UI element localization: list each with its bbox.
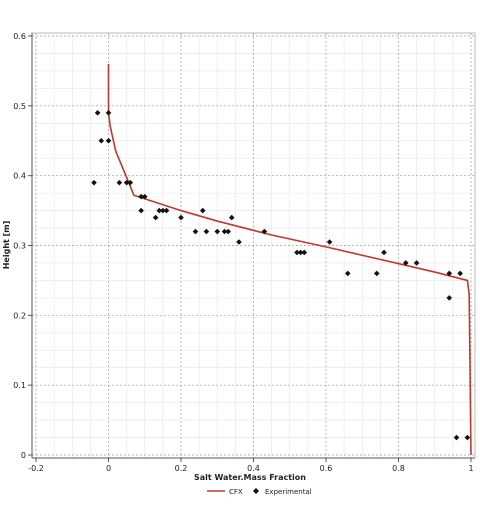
x-axis-label: Salt Water.Mass Fraction [194,473,306,482]
grid-lines [32,33,475,458]
y-tick-label: 0.4 [13,172,26,181]
data-point-experimental [152,214,159,221]
x-tick-label: 0.2 [175,464,188,473]
x-tick-label: 0.8 [392,464,405,473]
y-tick-label: 0.5 [13,102,26,111]
data-point-experimental [94,110,101,116]
legend-swatch-experimental [253,488,259,494]
data-point-experimental [228,214,235,221]
y-tick-label: 0.1 [13,381,26,390]
data-point-experimental [203,228,210,235]
y-tick-label: 0.6 [13,32,26,41]
series-line-cfx [107,63,472,456]
data-point-experimental [297,249,304,256]
y-tick-label: 0.3 [13,242,26,251]
y-axis-ticks: 0 0.1 0.2 0.3 0.4 0.5 0.6 [13,32,32,460]
data-point-experimental [261,228,268,235]
data-point-experimental [457,270,463,277]
data-point-experimental [178,214,184,221]
data-point-experimental [138,207,144,214]
data-point-experimental [373,270,380,277]
legend-label-cfx: CFX [229,488,243,496]
data-point-experimental [326,239,333,245]
data-point-experimental [301,249,308,256]
x-tick-label: 0.6 [320,464,333,473]
data-point-experimental [236,239,242,245]
data-point-experimental [402,260,409,266]
data-point-experimental [199,207,206,214]
x-tick-label: 1 [468,464,473,473]
data-point-experimental [98,137,105,144]
data-point-experimental [221,228,228,235]
data-point-experimental [123,179,130,186]
data-point-experimental [413,260,420,266]
data-point-experimental [105,137,112,144]
y-tick-label: 0.2 [13,311,26,320]
data-point-experimental [225,228,231,235]
x-tick-label: 0.4 [247,464,260,473]
data-point-experimental [214,228,221,235]
data-point-experimental [116,179,123,186]
data-point-experimental [381,249,387,256]
legend: CFX Experimental [207,488,312,496]
y-axis-label: Height [m] [2,221,11,270]
series-layer [91,63,472,456]
data-point-experimental [160,207,166,214]
x-tick-label: 0 [106,464,111,473]
y-tick-label: 0 [21,451,26,460]
data-point-experimental [294,249,300,256]
data-point-experimental [105,110,112,116]
data-point-experimental [163,207,170,214]
data-point-experimental [141,193,148,200]
x-axis-ticks: -0.2 0 0.2 0.4 0.6 0.8 1 [28,458,474,473]
data-point-experimental [127,179,134,186]
data-point-experimental [91,179,97,186]
data-point-experimental [453,434,460,441]
data-point-experimental [464,434,471,441]
data-point-experimental [446,295,453,301]
data-point-experimental [344,270,351,277]
data-point-experimental [138,193,144,200]
x-tick-label: -0.2 [28,464,44,473]
legend-label-experimental: Experimental [265,488,312,496]
data-point-experimental [192,228,199,235]
data-point-experimental [446,270,453,277]
data-point-experimental [156,207,163,214]
